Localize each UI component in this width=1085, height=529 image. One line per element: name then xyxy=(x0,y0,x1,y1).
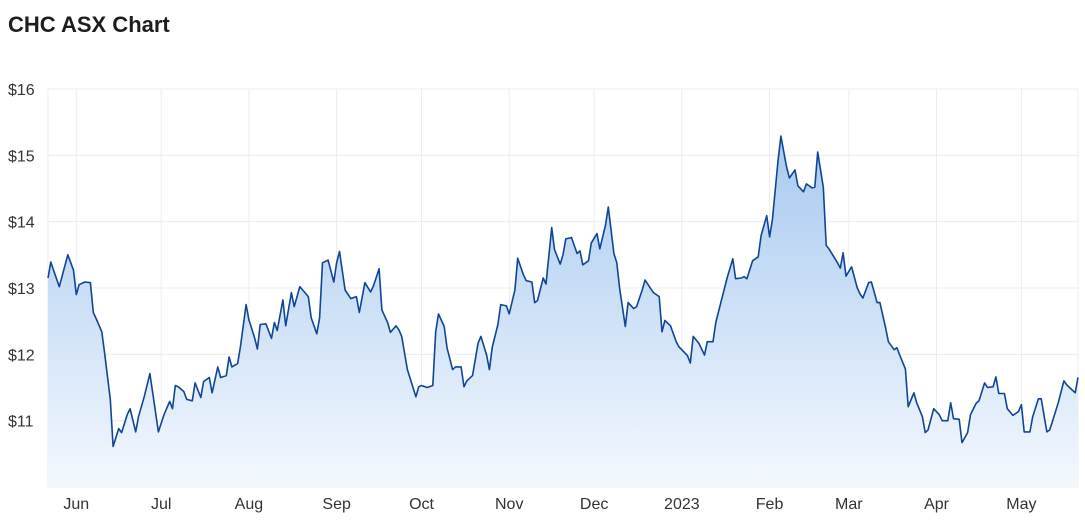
x-tick-label: Jun xyxy=(63,496,89,513)
y-tick-label: $12 xyxy=(8,347,35,364)
x-tick-label: Aug xyxy=(235,496,263,513)
x-tick-label: Nov xyxy=(495,496,523,513)
x-tick-label: 2023 xyxy=(664,496,700,513)
price-area xyxy=(48,136,1078,487)
x-tick-label: Oct xyxy=(409,496,434,513)
x-tick-label: Sep xyxy=(322,496,351,513)
x-tick-label: Feb xyxy=(756,496,784,513)
price-line xyxy=(47,135,1079,448)
x-tick-label: Apr xyxy=(924,496,950,513)
y-tick-label: $13 xyxy=(8,281,35,298)
x-tick-label: May xyxy=(1006,496,1036,513)
y-tick-label: $15 xyxy=(8,148,35,165)
x-tick-label: Dec xyxy=(580,496,608,513)
x-tick-label: Mar xyxy=(835,496,863,513)
x-tick-label: Jul xyxy=(151,496,171,513)
y-tick-label: $16 xyxy=(8,82,35,99)
y-tick-label: $14 xyxy=(8,215,35,232)
y-tick-label: $11 xyxy=(8,414,34,431)
chart-title: CHC ASX Chart xyxy=(8,12,170,37)
